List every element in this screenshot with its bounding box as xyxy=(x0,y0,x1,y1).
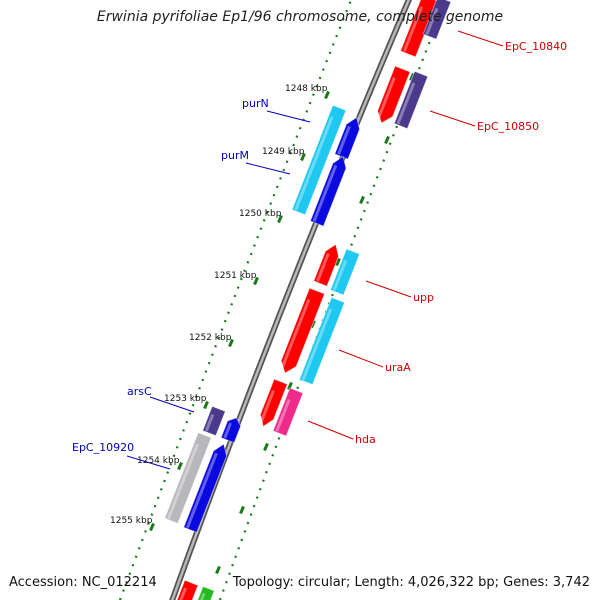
tick-label-1254: 1254 kbp xyxy=(137,456,180,466)
gene-label-purm[interactable]: purM xyxy=(221,149,249,162)
gene-purm-cyan-shine xyxy=(294,116,334,211)
gene-features xyxy=(164,0,452,600)
accession-label: Accession: NC_012214 xyxy=(9,575,157,590)
major-tick-6 xyxy=(177,461,183,471)
gene-purm xyxy=(309,155,347,227)
tick-label-1249: 1249 kbp xyxy=(262,147,305,157)
connector-purm xyxy=(245,162,291,175)
gene-uraa-red-shine xyxy=(279,299,311,371)
outer-major-tick-6 xyxy=(287,381,293,391)
gene-upp xyxy=(329,248,361,296)
outer-major-tick-3 xyxy=(359,195,365,205)
gene-hda xyxy=(272,387,304,437)
gene-purn-shine xyxy=(337,125,351,155)
gene-uraa xyxy=(298,296,346,386)
gene-epc-10840-shine xyxy=(402,6,424,52)
gene-epc-10920-shine xyxy=(185,452,218,529)
gene-label-purn[interactable]: purN xyxy=(242,97,269,110)
gene-label-uraa[interactable]: uraA xyxy=(385,361,411,374)
gene-label-epc-10840[interactable]: EpC_10840 xyxy=(505,40,567,53)
gene-bottom-green-shine xyxy=(199,592,206,600)
genome-title: Erwinia pyrifoliae Ep1/96 chromosome, co… xyxy=(96,9,504,25)
gene-epc-10840-b xyxy=(422,0,452,40)
gene-uraa-shine xyxy=(301,308,333,381)
label-connectors xyxy=(126,30,504,470)
gene-epc-10920-gray xyxy=(164,432,212,524)
gene-label-epc-10850[interactable]: EpC_10850 xyxy=(477,120,539,133)
outer-major-tick-8 xyxy=(239,505,245,515)
connector-arsc xyxy=(149,396,195,413)
gene-upp-red-shine xyxy=(316,252,330,282)
gene-label-epc-10920[interactable]: EpC_10920 xyxy=(72,441,134,454)
topology-label: Topology: circular; Length: 4,026,322 bp… xyxy=(232,575,590,590)
connector-epc-10840 xyxy=(457,30,504,47)
gene-purm-shine xyxy=(312,164,338,222)
major-tick-1 xyxy=(300,152,306,162)
gene-bottom-red xyxy=(176,579,199,600)
gene-arsc xyxy=(220,417,242,444)
tick-labels: 1248 kbp 1249 kbp 1250 kbp 1251 kbp 1252… xyxy=(110,84,328,526)
gene-bottom-red-shine xyxy=(179,587,187,600)
major-tick-4 xyxy=(228,338,234,348)
gene-bottom-green xyxy=(197,585,215,600)
gene-hda-red xyxy=(259,378,288,428)
gene-purm-cyan xyxy=(291,104,347,216)
connector-upp xyxy=(365,280,412,298)
connector-hda xyxy=(307,420,354,440)
tick-label-1253: 1253 kbp xyxy=(164,394,207,404)
gene-epc-10850-b-shine xyxy=(396,82,416,125)
gene-labels: EpC_10840 EpC_10850 purN purM upp uraA h… xyxy=(72,40,567,454)
gene-upp-red xyxy=(313,243,339,287)
gene-label-hda[interactable]: hda xyxy=(355,433,376,446)
tick-label-1250: 1250 kbp xyxy=(239,209,282,219)
gene-epc-10920-gray-shine xyxy=(166,443,199,520)
gene-epc-10920 xyxy=(183,443,228,533)
gene-epc-10850-shine xyxy=(376,77,396,121)
gene-hda-red-shine xyxy=(258,390,275,425)
connector-epc-10850 xyxy=(429,110,476,127)
gene-upp-shine xyxy=(332,259,348,291)
tick-label-1248: 1248 kbp xyxy=(285,84,328,94)
gene-purn xyxy=(334,116,360,160)
gene-arsc-purple xyxy=(202,405,226,437)
major-tick-2 xyxy=(277,214,283,224)
gene-label-upp[interactable]: upp xyxy=(413,291,434,304)
gene-uraa-red xyxy=(280,287,325,374)
gene-epc-10850 xyxy=(377,65,411,124)
connector-uraa xyxy=(338,349,384,368)
connector-purn xyxy=(266,110,311,123)
connector-epc-10920 xyxy=(126,455,171,470)
gene-label-arsc[interactable]: arsC xyxy=(127,385,152,398)
gene-epc-10840-b-shine xyxy=(425,7,439,35)
outer-major-tick-7 xyxy=(263,442,269,452)
tick-label-1252: 1252 kbp xyxy=(189,333,232,343)
major-tick-7 xyxy=(149,522,155,532)
major-tick-3 xyxy=(253,276,259,286)
tick-label-1255: 1255 kbp xyxy=(110,516,153,526)
major-tick-0 xyxy=(324,90,330,100)
major-tick-5 xyxy=(203,400,209,410)
gene-hda-shine xyxy=(275,399,291,432)
gene-arsc-purple-shine xyxy=(204,414,215,432)
outer-major-tick-4 xyxy=(335,257,341,267)
gene-epc-10850-b xyxy=(393,70,429,130)
outer-major-tick-9 xyxy=(215,565,221,575)
outer-major-tick-2 xyxy=(384,135,390,145)
gene-arsc-shine xyxy=(223,422,232,439)
tick-label-1251: 1251 kbp xyxy=(214,271,257,281)
